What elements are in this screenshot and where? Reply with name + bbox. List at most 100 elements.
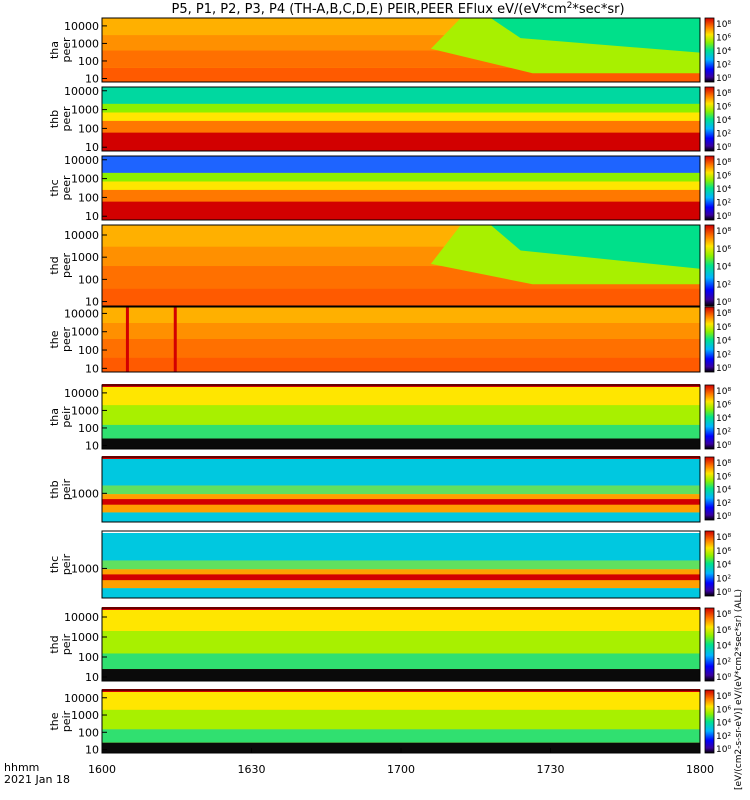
x-tick-label: 1730: [537, 763, 565, 776]
colorbar-tick-label: 10⁶: [716, 103, 731, 113]
y-tick-label: 10: [85, 72, 99, 85]
panel-probe-label: the: [48, 712, 61, 730]
y-tick-label: 1000: [71, 173, 99, 186]
colorbar-tick-label: 10²: [716, 574, 731, 584]
x-axis: 1600 1630 1700 1730 1800: [88, 748, 714, 776]
x-axis-date-label: 2021 Jan 18: [4, 773, 70, 786]
y-tick-label: 10000: [64, 611, 99, 624]
colorbar-tick-label: 10⁴: [716, 337, 731, 347]
x-tick-label: 1700: [387, 763, 415, 776]
panel-probe-label: thb: [48, 110, 61, 128]
x-tick-label: 1600: [88, 763, 116, 776]
colorbar: [704, 224, 715, 307]
y-tick-label: 100: [78, 422, 99, 435]
y-tick-label: 1000: [71, 37, 99, 50]
y-tick-label: 10000: [64, 20, 99, 33]
colorbar: [704, 384, 715, 450]
colorbar-tick-label: 10⁰: [716, 512, 731, 522]
colorbar: [704, 607, 715, 682]
y-tick-label: 10000: [64, 307, 99, 320]
panel-product-label: peer: [60, 37, 73, 63]
colorbar-tick-label: 10⁸: [716, 387, 731, 397]
colorbar-tick-label: 10⁸: [716, 20, 731, 30]
colorbar-tick-label: 10⁸: [716, 89, 731, 99]
colorbar: [704, 456, 715, 521]
colorbar-tick-label: 10⁰: [716, 364, 731, 374]
colorbar: [704, 86, 715, 152]
y-tick-label: 10: [85, 671, 99, 684]
colorbar-tick-label: 10⁶: [716, 547, 731, 557]
panel-product-label: peir: [60, 553, 73, 575]
y-tick-label: 10: [85, 296, 99, 309]
y-tick-label: 1000: [71, 631, 99, 644]
panel-product-label: peir: [60, 478, 73, 500]
panel-thc-peer: 10000 1000 100 10 thc peer 10⁸ 10⁶ 10⁴ 10² 10⁰: [48, 154, 731, 223]
y-tick-label: 100: [78, 191, 99, 204]
colorbar-tick-label: 10⁴: [716, 414, 731, 424]
colorbar-tick-label: 10²: [716, 657, 731, 667]
colorbar: [704, 530, 715, 597]
colorbar-tick-label: 10²: [716, 280, 731, 290]
colorbar-tick-label: 10⁶: [716, 705, 731, 715]
y-tick-label: 10: [85, 744, 99, 757]
panel-probe-label: thb: [48, 480, 61, 498]
colorbar-tick-label: 10⁴: [716, 642, 731, 652]
colorbar-tick-label: 10⁰: [716, 143, 731, 153]
y-tick-label: 10000: [64, 692, 99, 705]
panel-thd-peir: 10000 1000 100 10 thd peir 10⁸ 10⁶ 10⁴ 10² 10⁰: [48, 607, 731, 684]
panel-probe-label: thc: [48, 556, 61, 573]
colorbar-tick-label: 10⁶: [716, 34, 731, 44]
colorbar-tick-label: 10⁴: [716, 47, 731, 57]
colorbar-tick-label: 10⁰: [716, 745, 731, 755]
y-tick-label: 1000: [71, 562, 99, 575]
colorbar-tick-label: 10⁴: [716, 561, 731, 571]
panel-tha-peir: 10000 1000 100 10 tha peir 10⁸ 10⁶ 10⁴ 10² 10⁰: [48, 384, 731, 452]
panel-the-peir: 10000 1000 100 10 the peir 10⁸ 10⁶ 10⁴ 10² 10⁰: [48, 689, 731, 757]
y-tick-label: 1000: [71, 251, 99, 264]
panel-product-label: peer: [60, 175, 73, 201]
colorbar-tick-label: 10⁶: [716, 401, 731, 411]
colorbar-tick-label: 10⁶: [716, 472, 731, 482]
colorbar-tick-label: 10⁰: [716, 298, 731, 308]
colorbar-tick-label: 10⁶: [716, 323, 731, 333]
y-tick-label: 10000: [64, 229, 99, 242]
panel-product-label: peer: [60, 106, 73, 132]
panel-product-label: peir: [60, 633, 73, 655]
colorbar-tick-label: 10⁰: [716, 588, 731, 598]
colorbar-tick-label: 10²: [716, 130, 731, 140]
x-tick-label: 1630: [238, 763, 266, 776]
colorbar-tick-label: 10⁸: [716, 459, 731, 469]
panel-probe-label: the: [48, 330, 61, 348]
y-tick-label: 10000: [64, 85, 99, 98]
panel-thc-peir: 1000 thc peir 10⁸ 10⁶ 10⁴ 10² 10⁰: [48, 530, 731, 599]
y-tick-label: 10: [85, 439, 99, 452]
colorbar-tick-label: 10⁰: [716, 74, 731, 84]
colorbar-tick-label: 10⁴: [716, 185, 731, 195]
colorbar-tick-label: 10⁸: [716, 533, 731, 543]
chart-title: P5, P1, P2, P3, P4 (TH-A,B,C,D,E) PEIR,P…: [171, 1, 624, 17]
y-tick-label: 10000: [64, 154, 99, 167]
colorbar-tick-label: 10²: [716, 61, 731, 71]
y-tick-label: 10: [85, 362, 99, 375]
panel-probe-label: tha: [48, 41, 61, 59]
colorbar-tick-label: 10⁰: [716, 673, 731, 683]
y-tick-label: 100: [78, 651, 99, 664]
colorbar-tick-label: 10⁸: [716, 309, 731, 319]
colorbar-tick-label: 10⁴: [716, 116, 731, 126]
panel-product-label: peir: [60, 710, 73, 732]
y-tick-label: 1000: [71, 709, 99, 722]
colorbar-tick-label: 10⁶: [716, 245, 731, 255]
svg-text:P5, P1, P2, P3, P4 (TH-A,B,C,D: P5, P1, P2, P3, P4 (TH-A,B,C,D,E) PEIR,P…: [171, 1, 624, 17]
panel-tha-peer: 10000 1000 100 10 tha peer 10⁸ 10⁶ 10⁴ 10² 10⁰: [48, 17, 731, 85]
panel-product-label: peer: [60, 327, 73, 353]
x-tick-label: 1800: [686, 763, 714, 776]
colorbar-tick-label: 10⁴: [716, 719, 731, 729]
y-tick-label: 100: [78, 726, 99, 739]
y-tick-label: 1000: [71, 104, 99, 117]
colorbar: [704, 689, 715, 754]
colorbar-tick-label: 10²: [716, 350, 731, 360]
colorbar-tick-label: 10²: [716, 499, 731, 509]
colorbar-unit-label: [eV/(cm2-s-sr-eV)] eV/(eV*cm2*sec*sr) (A…: [734, 589, 744, 790]
panel-probe-label: thc: [48, 179, 61, 196]
